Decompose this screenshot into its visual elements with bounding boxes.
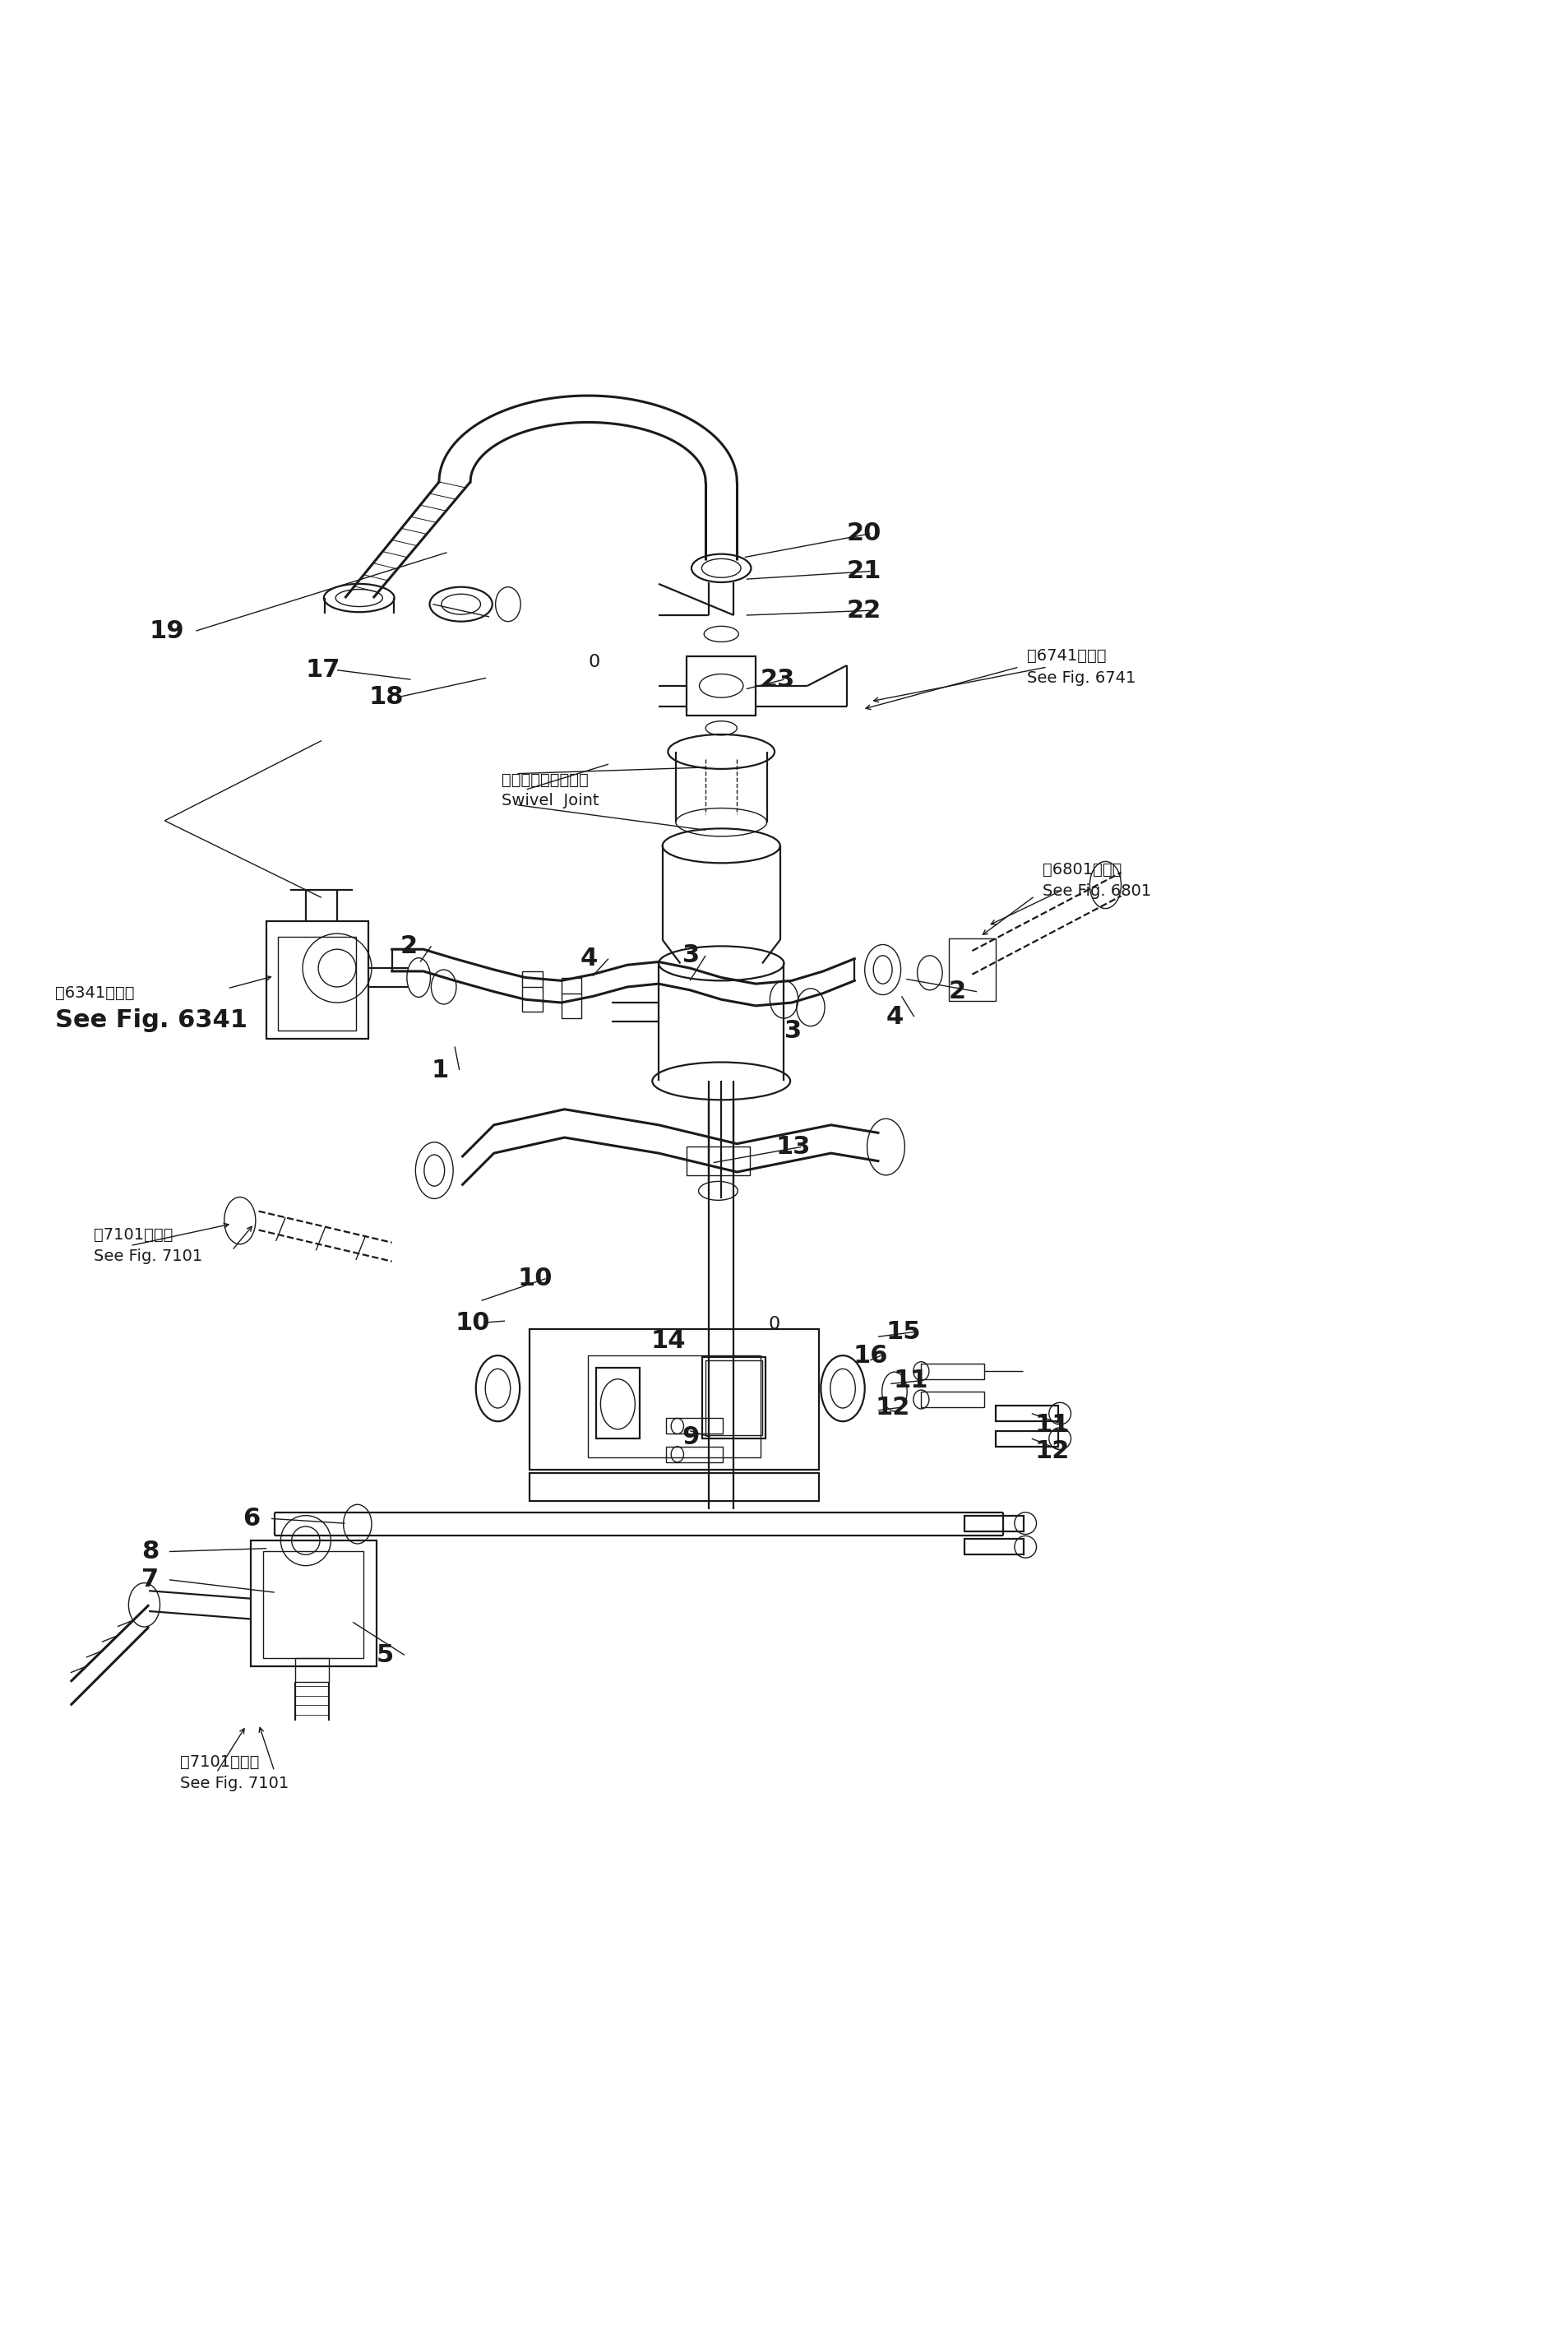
Text: 16: 16 — [853, 1343, 887, 1367]
Text: 9: 9 — [682, 1425, 699, 1449]
Bar — [920, 1392, 983, 1406]
Bar — [596, 1369, 640, 1439]
Bar — [666, 1418, 723, 1435]
Text: 7: 7 — [141, 1568, 158, 1592]
Bar — [267, 921, 368, 1038]
Bar — [295, 1657, 329, 1681]
Text: 15: 15 — [886, 1320, 920, 1343]
Bar — [964, 1517, 1024, 1531]
Text: 12: 12 — [875, 1395, 909, 1418]
Bar — [706, 1360, 762, 1435]
Bar — [996, 1406, 1058, 1420]
Text: 2: 2 — [400, 935, 417, 959]
Text: See Fig. 6341: See Fig. 6341 — [55, 1008, 248, 1031]
Text: スイベルジョイント: スイベルジョイント — [502, 771, 588, 788]
Text: 6: 6 — [243, 1507, 260, 1531]
Text: 0: 0 — [768, 1315, 779, 1331]
Text: 5: 5 — [376, 1643, 394, 1667]
Bar — [666, 1446, 723, 1463]
Text: 20: 20 — [847, 523, 881, 546]
Text: 19: 19 — [149, 619, 183, 642]
Bar — [522, 970, 543, 1013]
Text: 23: 23 — [760, 668, 795, 691]
Text: 第7101図参照: 第7101図参照 — [180, 1753, 260, 1770]
Text: 22: 22 — [847, 598, 881, 624]
Bar — [964, 1540, 1024, 1554]
Text: 第6801図参照: 第6801図参照 — [1043, 863, 1123, 877]
Text: Swivel  Joint: Swivel Joint — [502, 792, 599, 809]
Bar — [996, 1430, 1058, 1446]
Text: 12: 12 — [1035, 1439, 1069, 1463]
Text: 第6741図参照: 第6741図参照 — [1027, 649, 1107, 663]
Text: 18: 18 — [368, 684, 403, 708]
Bar — [702, 1357, 765, 1439]
Text: See Fig. 7101: See Fig. 7101 — [94, 1249, 202, 1263]
Bar — [920, 1364, 983, 1378]
Text: 10: 10 — [455, 1310, 489, 1334]
Bar — [251, 1540, 376, 1667]
Text: 3: 3 — [784, 1020, 801, 1043]
Text: 17: 17 — [306, 659, 340, 682]
Bar — [561, 977, 582, 1017]
Text: 1: 1 — [431, 1057, 448, 1083]
Text: 21: 21 — [847, 560, 881, 584]
Bar — [687, 1146, 750, 1174]
Text: 4: 4 — [580, 947, 597, 970]
Bar — [530, 1329, 820, 1470]
Text: See Fig. 6801: See Fig. 6801 — [1043, 884, 1151, 900]
Bar — [530, 1472, 820, 1503]
Bar — [949, 938, 996, 1001]
Text: 第7101図参照: 第7101図参照 — [94, 1226, 174, 1242]
Text: 2: 2 — [949, 980, 966, 1003]
Bar — [687, 656, 756, 715]
Text: 11: 11 — [894, 1369, 928, 1392]
Text: 4: 4 — [886, 1006, 903, 1029]
Text: 3: 3 — [682, 945, 699, 968]
Text: 13: 13 — [776, 1134, 811, 1158]
Bar — [588, 1355, 760, 1458]
Text: See Fig. 7101: See Fig. 7101 — [180, 1777, 289, 1791]
Text: 10: 10 — [517, 1266, 552, 1292]
Text: 8: 8 — [141, 1540, 158, 1563]
Text: 14: 14 — [651, 1329, 685, 1352]
Bar — [278, 938, 356, 1031]
Bar — [263, 1552, 364, 1657]
Text: 0: 0 — [588, 654, 599, 670]
Text: See Fig. 6741: See Fig. 6741 — [1027, 670, 1135, 687]
Text: 第6341図参照: 第6341図参照 — [55, 984, 135, 1001]
Text: 11: 11 — [1035, 1413, 1069, 1437]
